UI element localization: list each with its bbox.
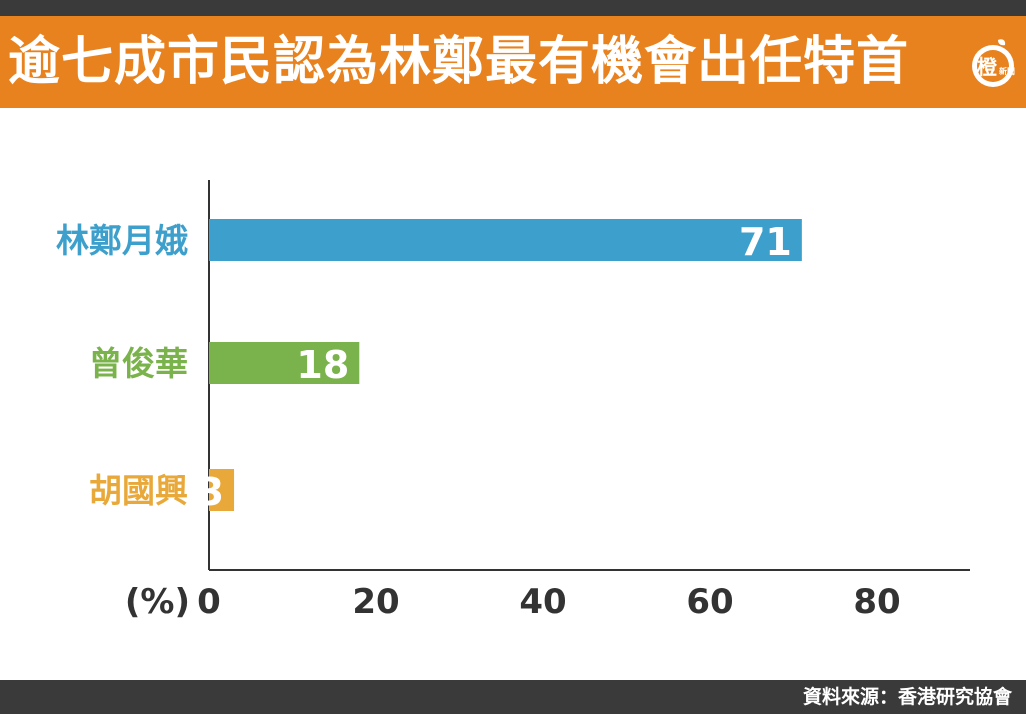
category-label-3: 胡國興: [89, 471, 188, 510]
title-banner: [0, 16, 1026, 108]
source-note: 資料來源：香港研究協會: [802, 686, 1012, 708]
x-tick-label-40: 40: [519, 582, 566, 622]
top-dark-bar: [0, 0, 1026, 16]
chart-title: 逾七成市民認為林鄭最有機會出任特首: [8, 32, 910, 92]
value-label-1: 71: [739, 220, 792, 264]
chart-svg: 林鄭月娥 71 曾俊華 18 胡國興 3 0 20 40 60 80 (%): [56, 180, 970, 622]
value-label-2: 18: [296, 343, 349, 387]
unit-label: (%): [125, 582, 190, 622]
bottom-dark-bar: 資料來源：香港研究協會: [0, 680, 1026, 714]
value-label-3: 3: [198, 470, 224, 514]
bar-chart: 林鄭月娥 71 曾俊華 18 胡國興 3 0 20 40 60 80 (%): [0, 108, 1026, 680]
logo-main-text: 橙: [977, 55, 998, 79]
bar-1: [209, 219, 802, 261]
x-tick-label-80: 80: [853, 582, 900, 622]
bar-3: [209, 469, 235, 511]
x-tick-label-0: 0: [197, 582, 221, 622]
category-label-1: 林鄭月娥: [56, 221, 188, 260]
x-tick-label-60: 60: [686, 582, 733, 622]
logo-side-text: 新聞: [999, 66, 1015, 76]
bar-2: [209, 342, 360, 384]
category-label-2: 曾俊華: [89, 344, 188, 383]
x-tick-label-20: 20: [352, 582, 399, 622]
orange-news-logo: 橙 新聞: [968, 36, 1022, 90]
